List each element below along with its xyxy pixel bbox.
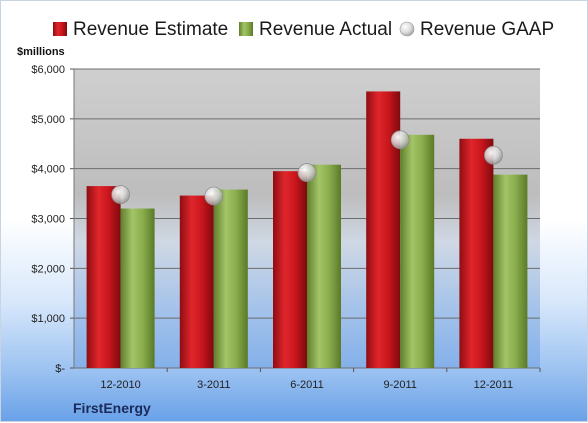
y-tick-label: $5,000: [31, 114, 65, 126]
bars: [86, 91, 528, 369]
gaap-marker: [204, 186, 224, 206]
legend-label-gaap: Revenue GAAP: [420, 19, 554, 40]
gaap-marker: [111, 185, 130, 204]
y-axis-ticks: $- $1,000 $2,000 $3,000 $4,000 $5,000 $6,000: [31, 64, 75, 375]
estimate-bar: [459, 138, 494, 368]
legend-swatch-estimate: [53, 22, 67, 36]
gaap-marker: [297, 163, 317, 183]
actual-bar: [400, 134, 435, 368]
gaap-marker: [484, 145, 503, 165]
x-tick-label: 3-2011: [197, 379, 230, 391]
gaap-marker: [390, 130, 410, 150]
x-tick-label: 6-2011: [290, 379, 323, 391]
estimate-bar: [86, 186, 121, 368]
x-tick-label: 9-2011: [383, 379, 416, 391]
legend-label-estimate: Revenue Estimate: [73, 19, 228, 40]
actual-bar: [213, 189, 248, 368]
y-axis-unit-label: $millions: [17, 46, 65, 58]
estimate-bar: [179, 195, 214, 368]
y-tick-label: $-: [55, 363, 65, 375]
actual-bar: [493, 174, 528, 368]
y-tick-label: $3,000: [31, 214, 65, 226]
legend-swatch-gaap: [399, 21, 415, 37]
legend-swatch-actual: [239, 22, 253, 36]
x-tick-label: 12-2011: [474, 379, 514, 391]
x-tick-label: 12-2010: [100, 379, 140, 391]
y-tick-label: $2,000: [31, 263, 65, 275]
legend-label-actual: Revenue Actual: [259, 19, 392, 40]
y-tick-label: $6,000: [31, 64, 65, 76]
actual-bar: [307, 164, 341, 368]
y-tick-label: $4,000: [31, 164, 65, 176]
legend: Revenue Estimate Revenue Actual Revenue …: [53, 19, 554, 40]
x-axis-ticks: 12-2010 3-2011 6-2011 9-2011 12-2011: [100, 368, 541, 391]
gaap-markers: [111, 130, 503, 206]
company-name: FirstEnergy: [73, 400, 151, 416]
estimate-bar: [273, 171, 307, 368]
y-tick-label: $1,000: [31, 313, 65, 325]
actual-bar: [120, 208, 155, 368]
